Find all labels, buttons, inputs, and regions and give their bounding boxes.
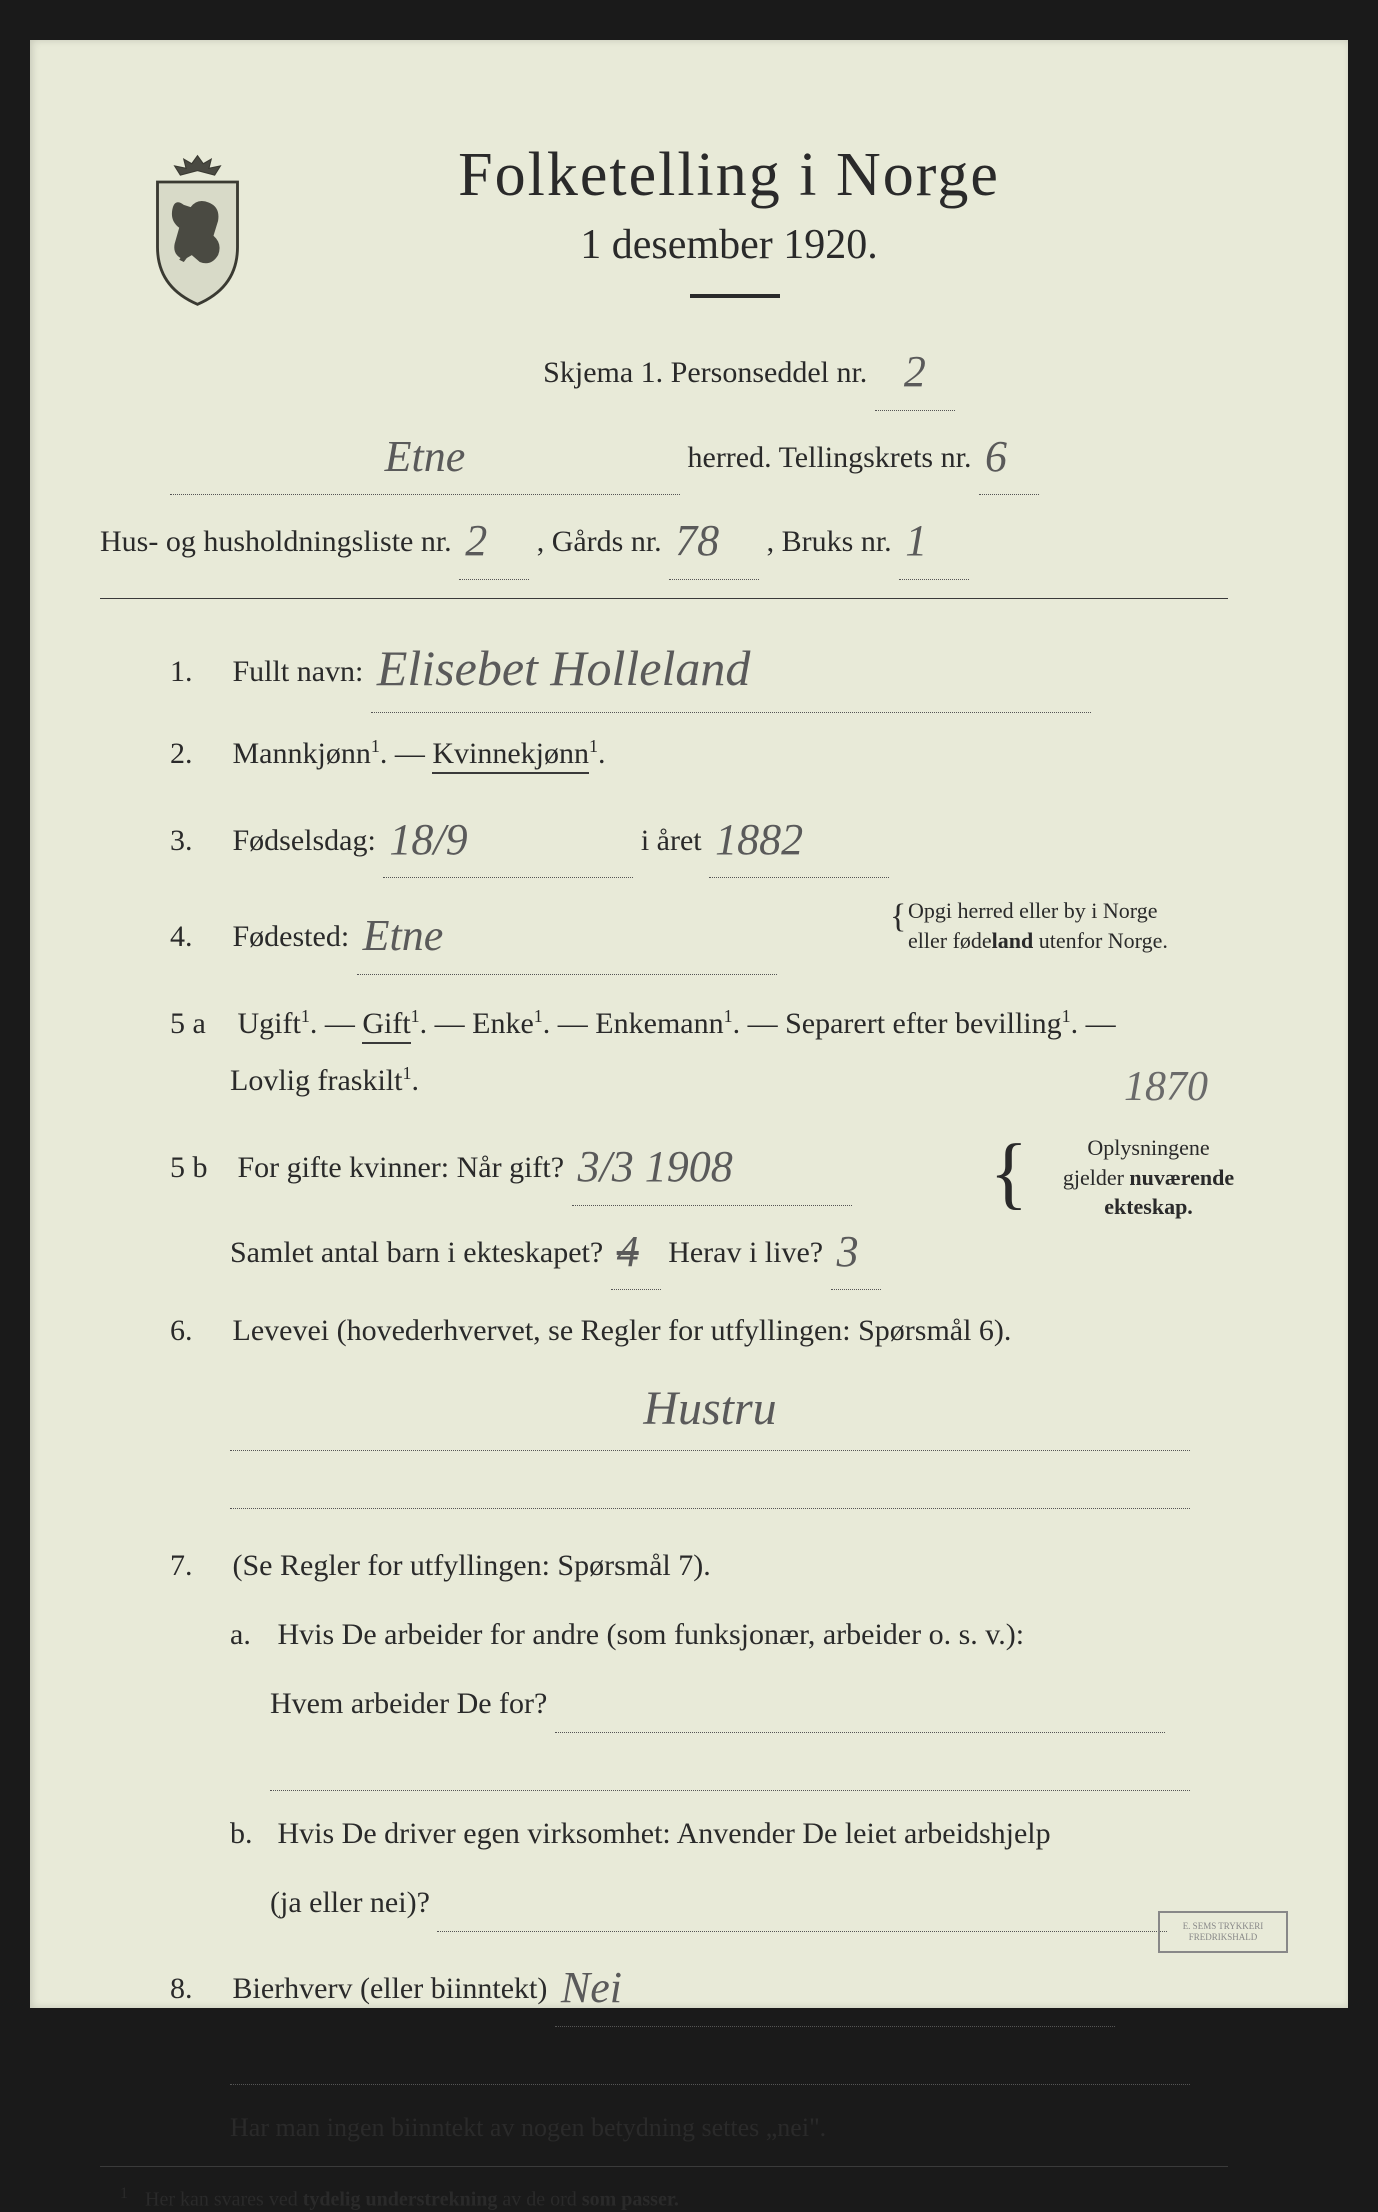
tellingskrets-nr: 6: [979, 432, 1013, 481]
separator-2: [100, 2166, 1228, 2167]
q7a-row2: Hvem arbeider De for?: [270, 1675, 1228, 1733]
q4-value: Etne: [357, 911, 450, 960]
q7a-l1: Hvis De arbeider for andre (som funksjon…: [278, 1618, 1025, 1651]
foot-instruction: Har man ingen biinntekt av nogen betydni…: [230, 2103, 1228, 2152]
q3-row: 3. Fødselsdag: 18/9 i året 1882: [170, 794, 1228, 879]
q6-num: 6.: [170, 1302, 225, 1359]
brace-icon: {: [990, 1141, 1028, 1205]
gards-nr: 78: [669, 516, 725, 565]
q5b-label-b: Samlet antal barn i ekteskapet?: [230, 1236, 603, 1269]
coat-of-arms-icon: [140, 150, 255, 310]
hushold-nr: 2: [459, 516, 493, 565]
herred-line: Etne herred. Tellingskrets nr. 6: [170, 411, 1228, 496]
q5a-row2: Lovlig fraskilt1. 1870: [230, 1052, 1228, 1109]
q5b-row2: Samlet antal barn i ekteskapet? 4 Herav …: [230, 1206, 1228, 1291]
q7-num: 7.: [170, 1537, 225, 1594]
q6-value: Hustru: [637, 1382, 782, 1435]
q5a-gift: Gift: [362, 1007, 410, 1044]
q6-label: Levevei (hovederhvervet, se Regler for u…: [233, 1314, 1012, 1347]
q8-value: Nei: [555, 1963, 628, 2012]
q7b-row2: (ja eller nei)?: [270, 1874, 1228, 1932]
personseddel-nr: 2: [898, 347, 932, 396]
q3-label-b: i året: [641, 824, 702, 857]
q7b-l1: Hvis De driver egen virksomhet: Anvender…: [278, 1817, 1051, 1850]
q1-row: 1. Fullt navn: Elisebet Holleland: [170, 617, 1228, 713]
q5a-ugift: Ugift: [238, 1007, 301, 1040]
q5b-label-c: Herav i live?: [668, 1236, 823, 1269]
q4-note: { Opgi herred eller by i Norge eller fød…: [908, 896, 1238, 955]
q7b-row: b. Hvis De driver egen virksomhet: Anven…: [230, 1805, 1228, 1862]
q7b-num: b.: [230, 1805, 270, 1862]
q3-num: 3.: [170, 812, 225, 869]
q5b-num: 5 b: [170, 1139, 230, 1196]
q7-row: 7. (Se Regler for utfyllingen: Spørsmål …: [170, 1537, 1228, 1594]
q5a-row: 5 a Ugift1. — Gift1. — Enke1. — Enkemann…: [170, 995, 1228, 1052]
form-date: 1 desember 1920.: [230, 221, 1228, 269]
bruks-nr: 1: [899, 516, 933, 565]
form-title: Folketelling i Norge: [230, 140, 1228, 211]
header-divider: [690, 294, 780, 298]
q7a-blank: [270, 1733, 1228, 1791]
q8-blank: [230, 2027, 1228, 2085]
skjema-label: Skjema 1. Personseddel nr.: [543, 356, 867, 389]
q5b-barn-strike: 4: [611, 1227, 645, 1276]
q5b-label-a: For gifte kvinner: Når gift?: [238, 1151, 565, 1184]
q5b-live: 3: [831, 1227, 865, 1276]
q7-label: (Se Regler for utfyllingen: Spørsmål 7).: [233, 1549, 711, 1582]
hushold-label: Hus- og husholdningsliste nr.: [100, 525, 452, 558]
q8-row: 8. Bierhverv (eller biinntekt) Nei: [170, 1942, 1228, 2027]
q1-num: 1.: [170, 643, 225, 700]
gards-label: , Gårds nr.: [537, 525, 662, 558]
q2-row: 2. Mannkjønn1. — Kvinnekjønn1.: [170, 725, 1228, 782]
q6-row: 6. Levevei (hovederhvervet, se Regler fo…: [170, 1302, 1228, 1359]
skjema-line: Skjema 1. Personseddel nr. 2: [270, 326, 1228, 411]
q7a-l2: Hvem arbeider De for?: [270, 1687, 547, 1720]
census-form-page: Folketelling i Norge 1 desember 1920. Sk…: [30, 40, 1348, 2008]
herred-value: Etne: [379, 432, 472, 481]
hushold-line: Hus- og husholdningsliste nr. 2 , Gårds …: [100, 495, 1228, 580]
q5b-row: 5 b For gifte kvinner: Når gift? 3/3 190…: [170, 1121, 1228, 1206]
printer-stamp: E. SEMS TRYKKERI FREDRIKSHALD: [1158, 1911, 1288, 1953]
q8-num: 8.: [170, 1960, 225, 2017]
q3-label-a: Fødselsdag:: [233, 824, 376, 857]
q7a-row: a. Hvis De arbeider for andre (som funks…: [230, 1606, 1228, 1663]
q8-label: Bierhverv (eller biinntekt): [233, 1972, 548, 2005]
q5a-separert: Separert efter bevilling: [785, 1007, 1062, 1040]
q5a-fraskilt: Lovlig fraskilt: [230, 1064, 402, 1097]
q4-label: Fødested:: [233, 920, 350, 953]
q4-row: 4. Fødested: Etne { Opgi herred eller by…: [170, 890, 1228, 975]
q3-day: 18/9: [383, 815, 473, 864]
q5a-num: 5 a: [170, 995, 230, 1052]
q7b-l2: (ja eller nei)?: [270, 1886, 430, 1919]
q6-value-row: Hustru: [230, 1359, 1228, 1451]
q2-mann: Mannkjønn: [233, 737, 371, 770]
q3-year: 1882: [709, 815, 809, 864]
bruks-label: , Bruks nr.: [767, 525, 892, 558]
q5b-gift-date: 3/3 1908: [572, 1142, 739, 1191]
q2-kvinne: Kvinnekjønn: [432, 737, 589, 774]
separator-1: [100, 598, 1228, 599]
q5a-enke: Enke: [472, 1007, 534, 1040]
q7a-num: a.: [230, 1606, 270, 1663]
q6-blank-row: [230, 1451, 1228, 1509]
margin-1870: 1870: [1124, 1048, 1208, 1128]
footnote: 1 Her kan svares ved tydelig understrekn…: [120, 2185, 1228, 2212]
form-header: Folketelling i Norge 1 desember 1920.: [170, 140, 1228, 298]
q1-label: Fullt navn:: [233, 655, 364, 688]
q1-value: Elisebet Holleland: [371, 640, 757, 696]
q4-num: 4.: [170, 908, 225, 965]
herred-label: herred. Tellingskrets nr.: [688, 441, 972, 474]
q5a-enkemann: Enkemann: [595, 1007, 723, 1040]
q2-num: 2.: [170, 725, 225, 782]
